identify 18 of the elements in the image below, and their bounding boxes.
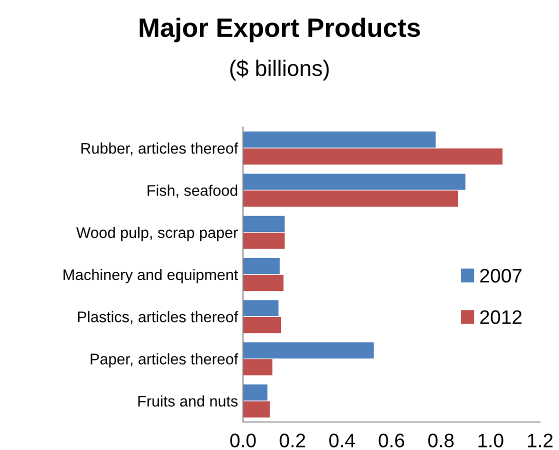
- y-tick-label: Machinery and equipment: [64, 268, 238, 284]
- x-tick-label: 0.2: [280, 434, 306, 448]
- x-tick-label: 0.8: [428, 434, 454, 448]
- x-tick-label: 1.0: [478, 434, 504, 448]
- y-tick-label: Paper, articles thereof: [90, 353, 238, 368]
- chart-title: Major Export Products: [140, 18, 420, 42]
- legend-label: 2012: [480, 310, 522, 324]
- y-tick-label: Rubber, articles thereof: [81, 142, 238, 156]
- y-tick-label: Wood pulp, scrap paper: [76, 226, 238, 242]
- x-tick-label: 0.4: [329, 434, 355, 448]
- x-tick-label: 1.2: [528, 434, 553, 448]
- y-tick-label: Fish, seafood: [148, 184, 238, 198]
- chart-subtitle: ($ billions): [230, 59, 329, 81]
- legend-label: 2007: [480, 268, 522, 283]
- y-tick-label: Plastics, articles thereof: [78, 311, 238, 324]
- x-tick-label: 0.6: [378, 434, 404, 448]
- x-tick-label: 0.0: [230, 434, 256, 448]
- y-tick-label: Fruits and nuts: [138, 395, 238, 407]
